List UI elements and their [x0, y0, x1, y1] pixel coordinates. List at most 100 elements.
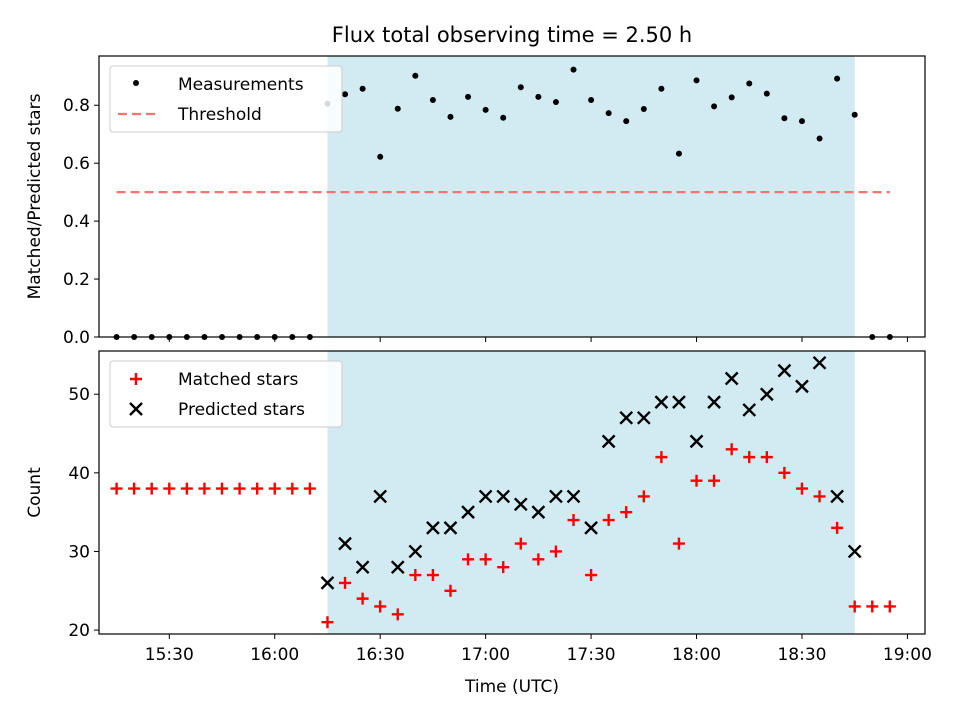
data-point [847, 544, 862, 559]
data-point [672, 395, 686, 409]
y-tick-label: 0.8 [63, 96, 90, 116]
data-point [320, 576, 335, 590]
data-point [552, 99, 559, 106]
data-point [426, 569, 439, 582]
data-point [743, 451, 756, 464]
data-point [623, 118, 630, 125]
data-point [110, 482, 123, 495]
x-tick-label: 16:30 [356, 645, 405, 665]
data-point [374, 600, 387, 613]
data-point [567, 514, 580, 527]
legend-marker [129, 402, 143, 416]
data-point [619, 410, 634, 425]
data-point [675, 150, 682, 157]
x-tick-label: 15:30 [145, 645, 194, 665]
data-point [777, 363, 792, 378]
data-point [834, 75, 841, 82]
data-point [338, 536, 352, 551]
data-point [707, 395, 721, 409]
data-point [531, 505, 546, 520]
x-tick-label: 17:00 [461, 645, 510, 665]
data-point [465, 93, 472, 100]
data-point [640, 106, 647, 113]
data-point [883, 600, 896, 613]
data-point [514, 537, 527, 550]
data-point [620, 506, 633, 519]
data-point [497, 561, 510, 574]
data-point [500, 114, 507, 121]
data-point [848, 600, 861, 613]
data-point [408, 544, 423, 559]
data-point [532, 553, 545, 566]
chart-title: Flux total observing time = 2.50 h [332, 23, 692, 47]
y-tick-label: 50 [68, 385, 90, 405]
data-point [636, 410, 651, 425]
data-point [655, 451, 668, 464]
series-matched-stars [110, 443, 896, 629]
data-point [724, 371, 739, 386]
data-point [711, 103, 718, 110]
data-point [742, 403, 757, 417]
data-point [409, 569, 422, 582]
data-point [216, 482, 229, 495]
data-point [763, 90, 770, 97]
data-point [588, 97, 595, 104]
data-point [478, 489, 493, 504]
data-point [798, 118, 805, 125]
data-point [286, 482, 299, 495]
legend-marker [130, 373, 142, 385]
data-point [198, 482, 211, 495]
data-point [180, 482, 193, 495]
x-tick-label: 17:30 [567, 645, 616, 665]
data-point [251, 482, 264, 495]
y-tick-label: 0.4 [63, 212, 90, 232]
y-tick-label: 20 [68, 621, 90, 641]
data-point [693, 77, 700, 84]
data-point [549, 545, 562, 558]
data-point [303, 482, 316, 495]
x-tick-label: 18:00 [672, 645, 721, 665]
data-point [342, 91, 349, 98]
data-point [795, 379, 809, 394]
data-point [356, 592, 369, 605]
y-tick-label: 0.6 [63, 154, 90, 174]
observing-window-band [327, 351, 855, 634]
top-panel: 0.0 0.2 0.4 0.6 0.8 Matched/Predicted stars Me… [25, 55, 926, 348]
data-point [708, 474, 721, 487]
data-point [359, 85, 366, 92]
data-point [781, 115, 788, 122]
data-point [778, 466, 791, 479]
data-point [585, 569, 598, 582]
data-point [128, 482, 141, 495]
data-point [812, 355, 827, 370]
data-point [443, 521, 458, 535]
legend-box [109, 65, 343, 133]
data-point [605, 110, 612, 117]
legend-marker [133, 80, 139, 86]
data-point [145, 482, 158, 495]
data-point [535, 93, 542, 100]
legend-box [109, 360, 343, 428]
data-point [496, 489, 511, 504]
data-point [549, 489, 563, 504]
data-point [268, 482, 281, 495]
data-point [725, 443, 738, 456]
y-axis-label: Matched/Predicted stars [25, 93, 45, 299]
data-point [746, 80, 753, 87]
data-point [391, 608, 404, 621]
x-axis-label: Time (UTC) [464, 677, 559, 697]
data-point [339, 576, 352, 589]
x-tick-label: 19:00 [883, 645, 932, 665]
y-tick-label: 0.0 [63, 328, 90, 348]
data-point [795, 482, 808, 495]
data-point [566, 489, 581, 504]
legend-label: Matched stars [178, 370, 298, 390]
data-point [412, 72, 419, 79]
data-point [584, 521, 598, 535]
data-point [570, 66, 577, 73]
data-point [866, 600, 879, 613]
data-point [728, 94, 735, 101]
data-point [390, 560, 405, 575]
data-point [447, 113, 454, 120]
data-point [377, 153, 384, 160]
